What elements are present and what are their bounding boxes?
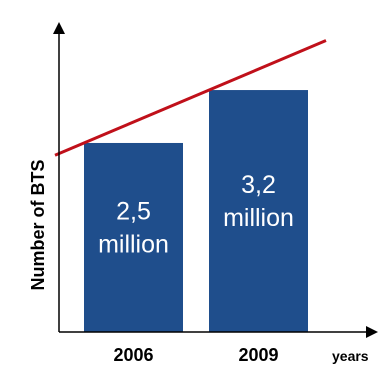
data-label-2009-0: 3,2 [241, 171, 276, 199]
bar-2006 [84, 142, 183, 332]
data-label-2006-0: 2,5 [116, 197, 151, 225]
data-label-2006-1: million [98, 230, 169, 258]
labels-layer: 2006 2009 [113, 345, 278, 365]
bar-2009 [209, 90, 308, 332]
tick-label-2009: 2009 [238, 345, 278, 365]
bars-layer: 2,5 million 3,2 million [84, 90, 308, 332]
y-axis-title: Number of BTS [28, 159, 48, 290]
x-axis-unit: years [332, 348, 369, 364]
tick-label-2006: 2006 [113, 345, 153, 365]
trend-line [54, 39, 327, 157]
data-label-2009-1: million [223, 204, 294, 232]
